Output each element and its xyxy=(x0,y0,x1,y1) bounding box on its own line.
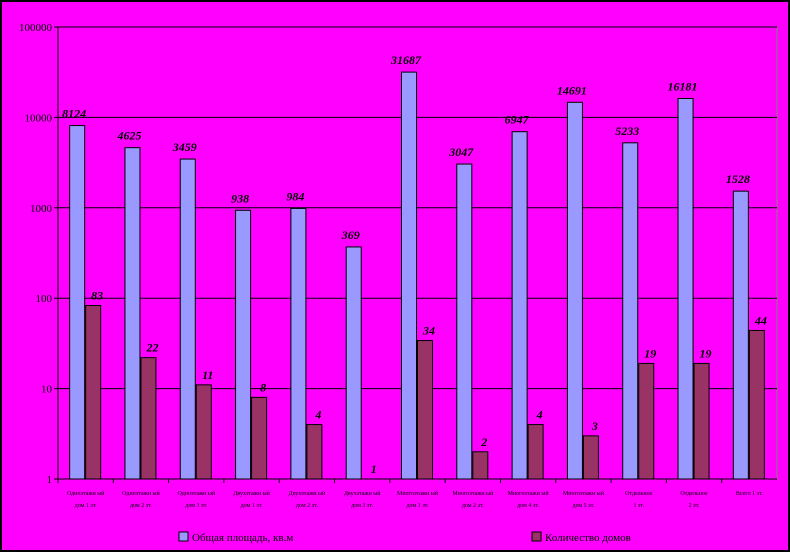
bar-count xyxy=(85,305,102,480)
y-tick-label: 10 xyxy=(41,384,53,396)
bar-area xyxy=(179,158,196,480)
y-tick-label: 100000 xyxy=(19,22,53,34)
x-tick-label: Двухэтажн ый xyxy=(344,490,381,497)
data-label-count: 83 xyxy=(91,289,103,303)
bar-area xyxy=(677,98,694,480)
data-label-count: 3 xyxy=(591,419,598,433)
data-label-area: 984 xyxy=(286,189,304,203)
x-tick-labels: Одноэтажн ый дом 1 эт. Одноэтажн ый дом 2 э… xyxy=(67,490,763,509)
x-tick-label: дом 1 эт. xyxy=(75,503,97,509)
bar-count xyxy=(417,340,433,480)
bar-count xyxy=(582,435,599,480)
bar-area xyxy=(345,246,362,480)
data-label-area: 16181 xyxy=(668,80,698,94)
legend-label-area: Общая площадь, кв.м xyxy=(192,532,293,544)
bar-count xyxy=(527,424,544,480)
bar-area xyxy=(124,147,141,480)
x-tick-label: дом 2 эт. xyxy=(296,503,318,509)
legend-swatch-area xyxy=(178,531,189,542)
data-label-count: 4 xyxy=(314,408,321,422)
data-label-count: 8 xyxy=(260,380,266,394)
x-tick-label: Одноэтажн ый xyxy=(177,490,215,497)
bar-area xyxy=(290,207,307,480)
x-tick-label: Двухэтажн ый xyxy=(233,490,270,497)
data-label-count: 44 xyxy=(754,313,767,327)
y-tick-label: 10000 xyxy=(25,112,53,124)
y-tick-label: 1000 xyxy=(30,203,53,215)
legend-item-area: Общая площадь, кв.м xyxy=(178,531,293,544)
data-label-count: 19 xyxy=(644,346,656,360)
data-label-area: 14691 xyxy=(557,83,587,97)
data-label-count: 11 xyxy=(202,368,213,382)
x-tick-label: дом 5 эт. xyxy=(572,503,594,509)
data-label-area: 1528 xyxy=(726,172,750,186)
data-label-area: 5233 xyxy=(615,124,639,138)
data-label-count: 34 xyxy=(422,324,435,338)
data-label-area: 3047 xyxy=(448,145,474,159)
x-tick-label: Всего 1 эт. xyxy=(736,491,763,497)
data-label-area: 31687 xyxy=(390,53,422,67)
bar-area xyxy=(235,209,252,480)
x-tick-label: дом 3 эт. xyxy=(185,503,207,509)
bar-count xyxy=(251,396,268,480)
bar-count xyxy=(748,329,765,480)
bar-count xyxy=(693,362,710,480)
data-label-count: 22 xyxy=(145,341,158,355)
data-labels: 8124834625223459119388984436913168734304… xyxy=(62,53,767,476)
data-label-count: 4 xyxy=(536,408,543,422)
y-tick-label: 100 xyxy=(36,293,53,305)
x-tick-label: Отдельное xyxy=(680,491,708,497)
legend-item-count: Количество домов xyxy=(531,531,631,544)
x-tick-label: Одноэтажн ый xyxy=(122,490,160,497)
x-tick-label: 2 эт. xyxy=(689,503,700,509)
data-label-area: 6947 xyxy=(505,113,530,127)
x-tick-label: дом 3 эт. xyxy=(351,503,373,509)
bar-count xyxy=(638,362,655,480)
x-tick-label: Двухэтажн ый xyxy=(289,490,326,497)
x-tick-label: дом 1 эт. xyxy=(241,503,263,509)
x-tick-label: Многоэтажн ый xyxy=(563,490,605,497)
data-label-area: 369 xyxy=(341,228,360,242)
gridlines xyxy=(58,26,777,390)
y-tick-label: 1 xyxy=(47,474,53,486)
bar-area xyxy=(511,131,528,480)
legend-label-count: Количество домов xyxy=(545,532,631,544)
x-tick-label: Многоэтажн ый xyxy=(452,490,494,497)
bar-count xyxy=(472,451,489,480)
data-label-area: 4625 xyxy=(116,129,141,143)
bar-count xyxy=(195,384,212,480)
x-tick-label: дом 2 эт. xyxy=(130,503,152,509)
x-tick-label: дом 4 эт. xyxy=(517,503,539,509)
bar-area xyxy=(69,125,86,480)
data-label-area: 938 xyxy=(231,191,249,205)
bar-count xyxy=(306,424,323,480)
legend: Общая площадь, кв.м Количество домов xyxy=(178,531,631,544)
bar-area xyxy=(732,190,749,480)
data-label-count: 1 xyxy=(371,462,377,476)
bar-count xyxy=(140,357,157,480)
bar-area xyxy=(566,101,583,480)
x-tick-label: дом 1 эт. xyxy=(407,503,429,509)
x-tick-label: дом 2 эт. xyxy=(462,503,484,509)
x-tick-label: Многоэтажн ый xyxy=(508,490,550,497)
y-axis: 1 10 100 1000 10000 100000 xyxy=(19,22,59,486)
bar-area xyxy=(622,142,639,480)
data-label-count: 19 xyxy=(700,346,712,360)
bar-area xyxy=(456,163,473,480)
x-tick-label: 1 эт. xyxy=(633,503,644,509)
bars xyxy=(69,71,765,480)
data-label-area: 3459 xyxy=(172,140,197,154)
data-label-count: 2 xyxy=(480,435,487,449)
x-tick-label: Одноэтажн ый xyxy=(67,490,105,497)
x-tick-label: Многоэтажн ый xyxy=(397,490,439,497)
data-label-area: 8124 xyxy=(62,107,86,121)
legend-swatch-count xyxy=(531,531,542,542)
x-tick-label: Отдельное xyxy=(625,491,653,497)
bar-area xyxy=(401,71,417,480)
